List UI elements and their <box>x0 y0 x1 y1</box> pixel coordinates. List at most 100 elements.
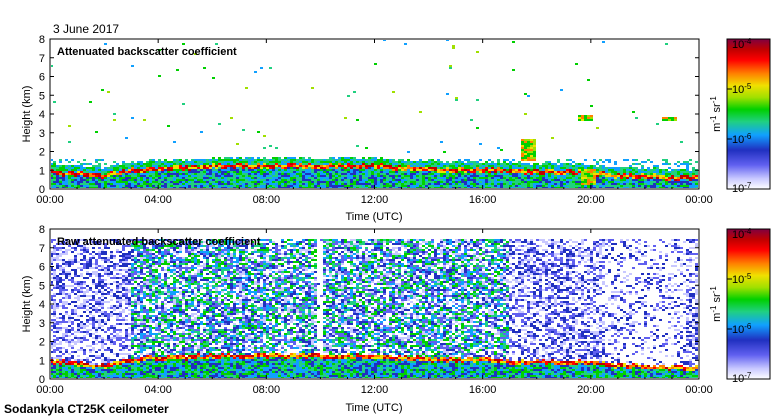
heatmap-cell <box>509 165 512 167</box>
heatmap-cell <box>341 169 344 171</box>
heatmap-cell <box>182 165 185 167</box>
heatmap-cell <box>404 175 407 177</box>
heatmap-cell <box>251 175 254 177</box>
heatmap-cell <box>389 185 392 187</box>
heatmap-cell <box>581 187 584 188</box>
heatmap-cell <box>65 241 68 243</box>
heatmap-cell <box>338 181 341 183</box>
heatmap-cell <box>110 305 113 307</box>
heatmap-cell <box>260 185 263 187</box>
heatmap-cell <box>449 183 452 185</box>
heatmap-cell <box>359 183 362 185</box>
heatmap-cell <box>158 289 161 291</box>
heatmap-cell <box>77 253 80 255</box>
heatmap-cell <box>71 175 74 177</box>
heatmap-cell <box>446 161 449 163</box>
heatmap-cell <box>335 187 338 188</box>
heatmap-cell <box>497 159 500 161</box>
heatmap-cell <box>524 159 527 161</box>
heatmap-cell <box>443 151 446 153</box>
heatmap-cell <box>185 185 188 187</box>
heatmap-cell <box>149 281 152 283</box>
heatmap-cell <box>107 271 110 273</box>
heatmap-cell <box>392 173 395 175</box>
heatmap-cell <box>380 187 383 188</box>
heatmap-cell <box>194 169 197 171</box>
heatmap-cell <box>521 179 524 181</box>
heatmap-cell <box>98 165 101 167</box>
heatmap-cell <box>125 337 128 339</box>
heatmap-cell <box>131 275 134 277</box>
heatmap-cell <box>188 173 191 175</box>
heatmap-cell <box>683 187 686 188</box>
heatmap-cell <box>110 307 113 309</box>
heatmap-cell <box>125 263 128 265</box>
heatmap-cell <box>53 275 56 277</box>
heatmap-cell <box>179 171 182 173</box>
heatmap-cell <box>506 185 509 187</box>
heatmap-cell <box>578 169 581 171</box>
heatmap-cell <box>344 169 347 171</box>
heatmap-cell <box>476 185 479 187</box>
heatmap-cell <box>53 295 56 297</box>
heatmap-cell <box>146 345 149 347</box>
heatmap-cell <box>320 159 323 161</box>
heatmap-cell <box>95 329 98 331</box>
heatmap-cell <box>137 247 140 249</box>
heatmap-cell <box>68 319 71 321</box>
heatmap-cell <box>518 175 521 177</box>
heatmap-cell <box>218 159 221 161</box>
heatmap-cell <box>140 319 143 321</box>
heatmap-cell <box>95 285 98 287</box>
heatmap-cell <box>440 163 443 165</box>
heatmap-cell <box>245 157 248 159</box>
heatmap-cell <box>365 177 368 179</box>
heatmap-cell <box>221 173 224 175</box>
heatmap-cell <box>446 163 449 165</box>
heatmap-cell <box>638 169 641 171</box>
heatmap-cell <box>83 251 86 253</box>
heatmap-cell <box>290 183 293 185</box>
heatmap-cell <box>80 323 83 325</box>
heatmap-cell <box>293 159 296 161</box>
heatmap-cell <box>122 179 125 181</box>
heatmap-cell <box>530 147 533 149</box>
heatmap-cell <box>80 359 83 361</box>
heatmap-cell <box>146 325 149 327</box>
heatmap-cell <box>338 163 341 165</box>
heatmap-cell <box>407 159 410 161</box>
heatmap-cell <box>488 187 491 188</box>
heatmap-cell <box>92 243 95 245</box>
heatmap-cell <box>362 183 365 185</box>
heatmap-cell <box>53 299 56 301</box>
heatmap-cell <box>113 371 116 373</box>
heatmap-cell <box>125 301 128 303</box>
heatmap-cell <box>98 177 101 179</box>
heatmap-cell <box>464 163 467 165</box>
heatmap-cell <box>131 367 134 369</box>
heatmap-cell <box>329 159 332 161</box>
heatmap-cell <box>302 169 305 171</box>
heatmap-cell <box>524 149 527 151</box>
heatmap-cell <box>113 369 116 371</box>
heatmap-cell <box>209 187 212 188</box>
heatmap-cell <box>122 269 125 271</box>
heatmap-cell <box>152 245 155 247</box>
heatmap-cell <box>539 173 542 175</box>
heatmap-cell <box>104 375 107 377</box>
heatmap-cell <box>203 185 206 187</box>
heatmap-cell <box>659 183 662 185</box>
heatmap-cell <box>179 175 182 177</box>
heatmap-cell <box>545 187 548 188</box>
heatmap-cell <box>122 167 125 169</box>
heatmap-cell <box>326 165 329 167</box>
heatmap-cell <box>110 277 113 279</box>
heatmap-cell <box>422 165 425 167</box>
heatmap-cell <box>62 333 65 335</box>
heatmap-cell <box>119 285 122 287</box>
heatmap-cell <box>65 367 68 369</box>
heatmap-cell <box>329 179 332 181</box>
heatmap-cell <box>59 369 62 371</box>
heatmap-cell <box>227 187 230 188</box>
heatmap-cell <box>92 375 95 377</box>
